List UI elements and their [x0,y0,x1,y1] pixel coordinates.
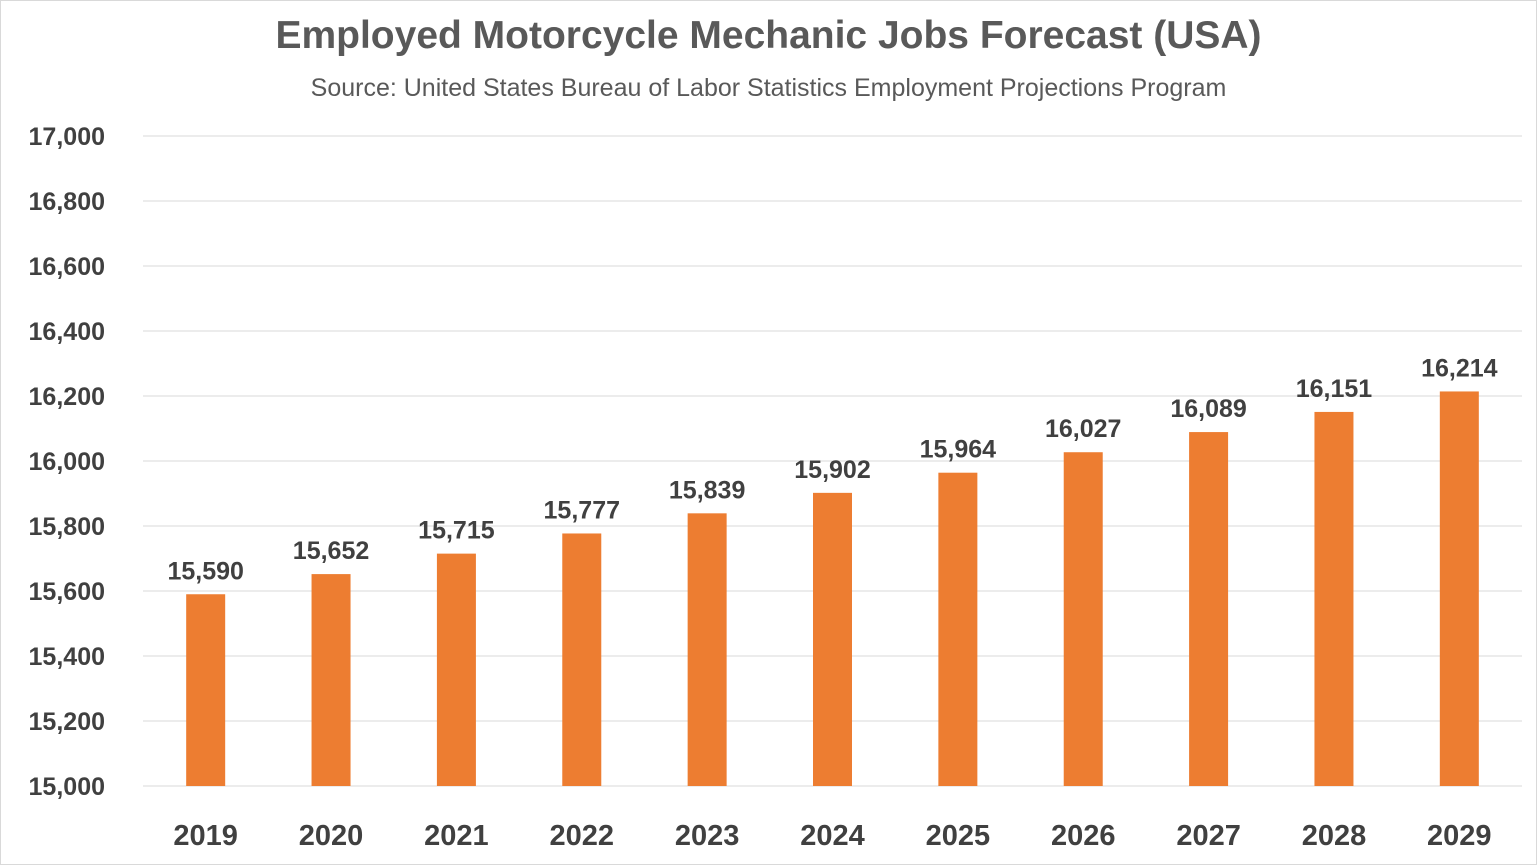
data-label: 15,964 [920,436,997,464]
x-category-label: 2028 [1302,820,1367,852]
chart-subtitle: Source: United States Bureau of Labor St… [310,74,1227,102]
bar-2022 [562,533,602,786]
bar-2019 [186,594,226,786]
x-category-label: 2020 [299,820,364,852]
x-category-label: 2021 [424,820,489,852]
y-tick-label: 15,400 [29,643,105,671]
data-label: 16,151 [1296,375,1373,403]
y-axis-tick-labels: 15,000 15,200 15,400 15,600 15,800 16,000 16,2… [29,123,105,801]
data-label: 15,652 [293,537,369,565]
data-label: 15,902 [794,456,870,484]
data-label: 15,590 [167,557,243,585]
x-category-label: 2019 [173,820,238,852]
x-category-label: 2029 [1427,820,1492,852]
y-tick-label: 15,000 [29,773,105,801]
bar-2020 [311,574,351,786]
x-category-label: 2024 [800,820,865,852]
x-axis-category-labels: 2019 2020 2021 2022 2023 2024 2025 2026 2027 2028… [173,820,1491,852]
y-tick-label: 15,200 [29,708,105,736]
y-tick-label: 17,000 [29,123,105,151]
data-label: 15,839 [669,476,745,504]
bar-2029 [1439,391,1479,786]
y-tick-label: 15,600 [29,578,105,606]
x-category-label: 2023 [675,820,740,852]
data-label: 16,089 [1170,395,1246,423]
y-tick-label: 16,000 [29,448,105,476]
y-tick-label: 16,800 [29,188,105,216]
x-category-label: 2026 [1051,820,1116,852]
x-category-label: 2027 [1176,820,1241,852]
y-tick-label: 16,600 [29,253,105,281]
chart-title: Employed Motorcycle Mechanic Jobs Foreca… [275,14,1262,57]
bars [186,391,1479,786]
data-label: 16,027 [1045,415,1121,443]
bar-2021 [436,553,476,786]
bar-2027 [1189,432,1229,786]
data-labels: 15,590 15,652 15,715 15,777 15,839 15,902 15,9… [167,354,1497,585]
y-tick-label: 16,400 [29,318,105,346]
gridlines [143,135,1522,787]
data-label: 15,777 [544,496,620,524]
x-category-label: 2025 [926,820,991,852]
bar-2028 [1314,411,1354,786]
y-tick-label: 15,800 [29,513,105,541]
bar-2023 [687,513,727,786]
bar-2024 [813,492,852,786]
data-label: 16,214 [1421,354,1498,382]
y-tick-label: 16,200 [29,383,105,411]
bar-2025 [938,472,978,786]
bar-2026 [1063,452,1103,786]
x-category-label: 2022 [550,820,615,852]
data-label: 15,715 [418,517,495,545]
